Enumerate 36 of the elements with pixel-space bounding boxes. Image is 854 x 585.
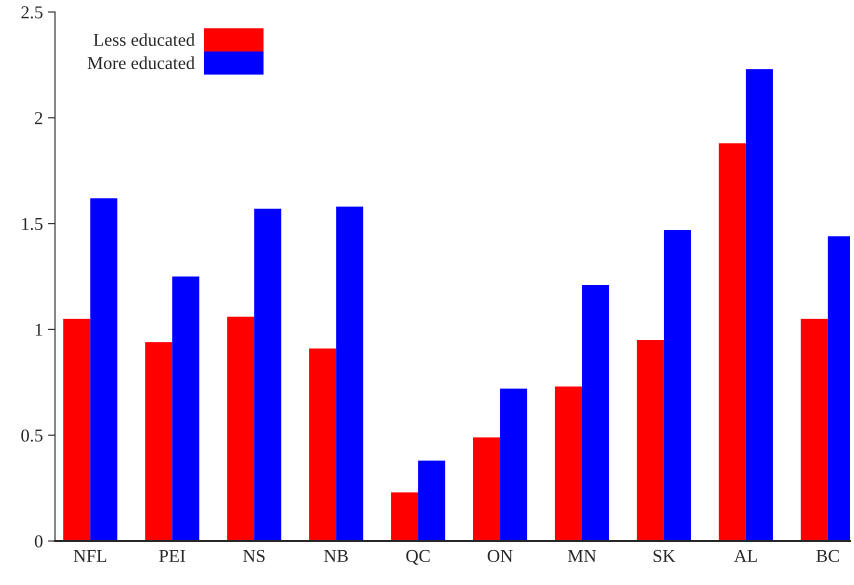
x-tick-label: NS <box>243 550 265 562</box>
bar <box>254 208 282 541</box>
bar <box>554 386 582 541</box>
x-tick-label: NFL <box>74 550 106 562</box>
bar <box>90 198 118 541</box>
bar <box>472 437 500 541</box>
bar <box>746 69 773 541</box>
x-tick-label: QC <box>406 550 430 565</box>
y-tick-label: 1.5 <box>22 218 42 230</box>
bar <box>418 460 446 541</box>
bar <box>172 276 200 541</box>
bar <box>227 316 254 541</box>
bar <box>145 342 172 541</box>
bar <box>391 492 418 541</box>
bar <box>582 284 610 541</box>
x-tick-label: BC <box>816 550 839 562</box>
y-tick-label: 0.5 <box>21 429 42 442</box>
x-tick-label: PEI <box>159 550 186 562</box>
y-tick-label: 2 <box>34 112 42 124</box>
y-tick-label: 0 <box>34 535 43 548</box>
x-tick-label: SK <box>654 550 676 562</box>
bar <box>636 340 664 541</box>
bar <box>63 318 90 541</box>
x-tick-label: AL <box>734 550 757 562</box>
bar <box>718 143 746 541</box>
bar <box>664 230 691 541</box>
x-tick-label: ON <box>488 550 513 562</box>
bar <box>336 206 364 541</box>
legend-label: Less educated <box>94 33 195 46</box>
x-tick-label: MN <box>568 550 596 562</box>
y-tick-label: 1 <box>36 324 42 336</box>
bar <box>500 388 528 541</box>
bar <box>309 348 336 541</box>
y-tick-label: 2.5 <box>21 6 42 19</box>
x-tick-label: NB <box>324 550 348 562</box>
legend-label: More educated <box>88 56 195 70</box>
